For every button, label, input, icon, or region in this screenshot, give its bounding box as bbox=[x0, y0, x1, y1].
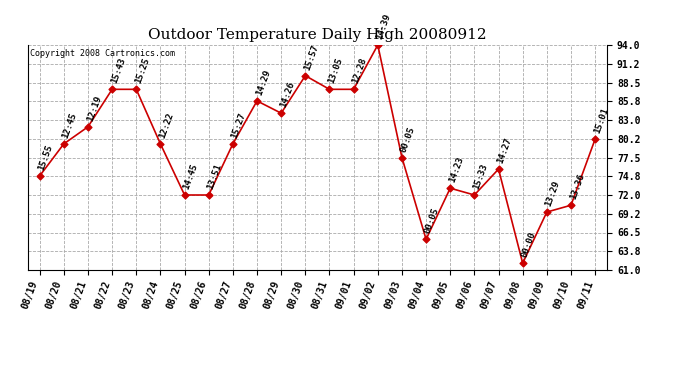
Text: 12:45: 12:45 bbox=[61, 111, 79, 140]
Point bbox=[493, 166, 504, 172]
Text: 14:27: 14:27 bbox=[495, 136, 513, 165]
Text: 00:05: 00:05 bbox=[423, 207, 441, 235]
Point bbox=[565, 202, 576, 208]
Text: 14:39: 14:39 bbox=[375, 12, 393, 41]
Text: 12:19: 12:19 bbox=[85, 94, 103, 123]
Point bbox=[469, 192, 480, 198]
Text: 15:01: 15:01 bbox=[592, 106, 610, 135]
Point bbox=[420, 236, 432, 242]
Text: 00:00: 00:00 bbox=[520, 231, 538, 259]
Point bbox=[34, 173, 46, 179]
Point bbox=[58, 141, 69, 147]
Text: 00:05: 00:05 bbox=[399, 125, 417, 153]
Text: 14:45: 14:45 bbox=[181, 162, 199, 191]
Point bbox=[130, 86, 142, 92]
Point bbox=[373, 42, 384, 48]
Point bbox=[83, 124, 94, 130]
Text: 15:25: 15:25 bbox=[133, 57, 151, 85]
Point bbox=[155, 141, 166, 147]
Text: 13:51: 13:51 bbox=[206, 162, 224, 191]
Text: 14:23: 14:23 bbox=[447, 156, 465, 184]
Text: 13:29: 13:29 bbox=[544, 180, 562, 208]
Point bbox=[324, 86, 335, 92]
Point bbox=[299, 73, 310, 79]
Point bbox=[276, 110, 287, 116]
Text: 13:36: 13:36 bbox=[568, 173, 586, 201]
Point bbox=[228, 141, 239, 147]
Point bbox=[203, 192, 214, 198]
Point bbox=[251, 98, 262, 104]
Point bbox=[396, 154, 407, 160]
Point bbox=[589, 136, 600, 142]
Text: 12:28: 12:28 bbox=[351, 57, 368, 85]
Title: Outdoor Temperature Daily High 20080912: Outdoor Temperature Daily High 20080912 bbox=[148, 28, 486, 42]
Point bbox=[179, 192, 190, 198]
Text: 15:55: 15:55 bbox=[37, 143, 55, 172]
Point bbox=[106, 86, 117, 92]
Point bbox=[444, 185, 455, 191]
Text: 12:22: 12:22 bbox=[157, 111, 175, 140]
Point bbox=[348, 86, 359, 92]
Point bbox=[541, 209, 552, 215]
Text: 15:57: 15:57 bbox=[302, 43, 320, 72]
Text: 15:27: 15:27 bbox=[230, 111, 248, 140]
Text: 15:33: 15:33 bbox=[471, 162, 489, 191]
Text: 14:29: 14:29 bbox=[254, 68, 272, 97]
Point bbox=[518, 260, 529, 266]
Text: 14:26: 14:26 bbox=[278, 81, 296, 109]
Text: 15:43: 15:43 bbox=[109, 57, 127, 85]
Text: 13:05: 13:05 bbox=[326, 57, 344, 85]
Text: Copyright 2008 Cartronics.com: Copyright 2008 Cartronics.com bbox=[30, 50, 175, 58]
